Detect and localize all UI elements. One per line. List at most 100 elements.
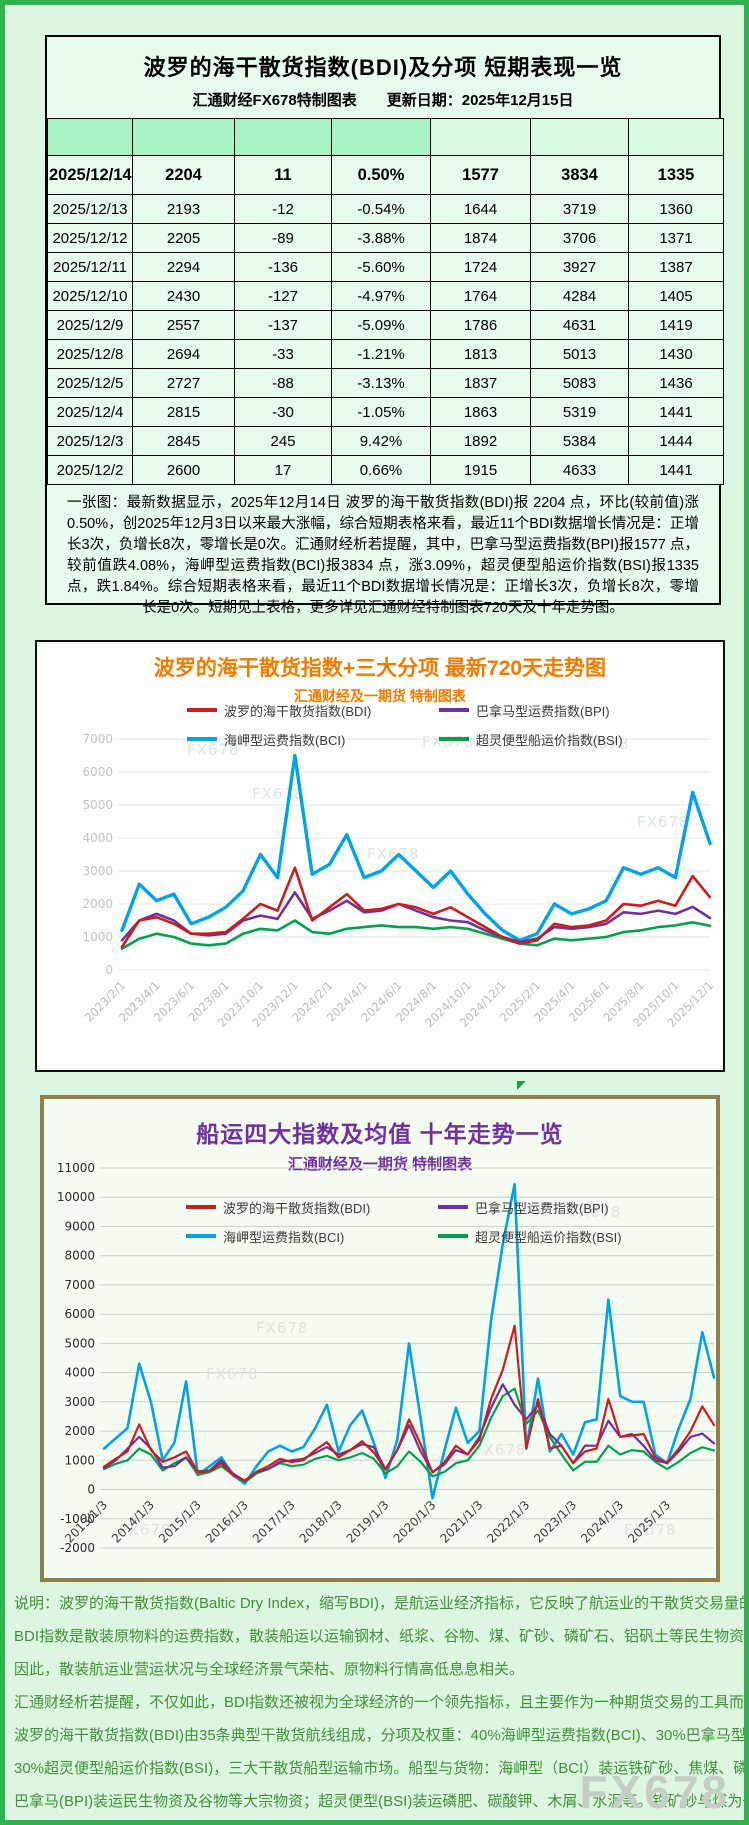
column-header bbox=[132, 118, 235, 156]
svg-text:2019/1/3: 2019/1/3 bbox=[344, 1498, 392, 1546]
svg-text:FX678: FX678 bbox=[577, 735, 630, 753]
cell-bdi: 2815 bbox=[132, 397, 235, 427]
cell-bpi: 1644 bbox=[430, 194, 531, 224]
cell-bpi: 1837 bbox=[430, 368, 531, 398]
footnote-line: 因此，散装航运业营运状况与全球经济景气荣枯、原物料行情高低息息相关。 bbox=[14, 1661, 525, 1678]
summary-text: 一张图：最新数据显示，2025年12月14日 波罗的海干散货指数(BDI)报 2… bbox=[67, 495, 699, 616]
cell-bdi: 2845 bbox=[132, 426, 235, 456]
cell-bpi: 1813 bbox=[430, 339, 531, 369]
cell-bsi: 1436 bbox=[628, 368, 724, 398]
svg-text:4000: 4000 bbox=[82, 831, 113, 845]
svg-text:1000: 1000 bbox=[82, 930, 113, 944]
legend-label: 巴拿马型运费指数(BPI) bbox=[475, 1200, 609, 1216]
cell-bdi-change-pct: -5.60% bbox=[331, 252, 431, 282]
cell-date: 2025/12/9 bbox=[47, 310, 133, 340]
bdi-short-term-panel: 波罗的海干散货指数(BDI)及分项 短期表现一览 汇通财经FX678特制图表 更… bbox=[45, 35, 724, 616]
chart-720d-panel: 波罗的海干散货指数+三大分项 最新720天走势图 汇通财经及一期货 特制图表 0… bbox=[35, 640, 725, 1072]
svg-text:7000: 7000 bbox=[64, 1278, 95, 1292]
table-row: 2025/12/10 2430 -127 -4.97% 1764 4284 14… bbox=[47, 281, 724, 311]
cell-bci: 4633 bbox=[530, 455, 629, 485]
table-row: 2025/12/3 2845 245 9.42% 1892 5384 1444 bbox=[47, 426, 724, 456]
table-row: 2025/12/12 2205 -89 -3.88% 1874 3706 137… bbox=[47, 223, 724, 253]
cell-bsi: 1387 bbox=[628, 252, 724, 282]
svg-text:2024/1/3: 2024/1/3 bbox=[578, 1498, 626, 1546]
legend-item: 波罗的海干散货指数(BDI) bbox=[187, 702, 439, 719]
chart-720d-subtitle: 汇通财经及一期货 特制图表 bbox=[294, 688, 466, 704]
cell-bci: 3706 bbox=[530, 223, 629, 253]
legend-label: 超灵便型船运价指数(BSI) bbox=[476, 732, 623, 748]
column-header bbox=[331, 118, 431, 156]
cell-bpi: 1764 bbox=[430, 281, 531, 311]
footnote-line: 商品，因此走势常与BDI相关。（注：干散货是指不加包装的块状、颗粒状、粉末状的货… bbox=[14, 1818, 744, 1820]
svg-text:FX678: FX678 bbox=[206, 1365, 259, 1383]
cell-bdi-change-points: -127 bbox=[234, 281, 332, 311]
legend-label: 海岬型运费指数(BCI) bbox=[223, 1229, 345, 1245]
cell-bci: 3719 bbox=[530, 194, 629, 224]
chart-720d-legend: 波罗的海干散货指数(BDI) 巴拿马型运费指数(BPI) 海岬型运费指数(BCI) 超… bbox=[187, 702, 691, 748]
cell-bsi: 1419 bbox=[628, 310, 724, 340]
cell-date: 2025/12/11 bbox=[47, 252, 133, 282]
svg-text:0: 0 bbox=[87, 1483, 95, 1497]
chart-10y-title: 船运四大指数及均值 十年走势一览 bbox=[196, 1121, 564, 1147]
table-body: 2025/12/14 2204 11 0.50% 1577 3834 1335 … bbox=[47, 155, 724, 485]
cell-bdi-change-pct: -4.97% bbox=[331, 281, 431, 311]
svg-text:0: 0 bbox=[105, 963, 113, 977]
cell-bdi: 2694 bbox=[132, 339, 235, 369]
chart-720d-plot: 0 1000 2000 3000 4000 5000 6000 7000 FX678 FX678 F… bbox=[82, 732, 716, 1030]
svg-text:FX678: FX678 bbox=[367, 845, 420, 863]
footnote-line: 巴拿马(BPI)装运民生物资及谷物等大宗物资；超灵便型(BSI)装运磷肥、碳酸钾… bbox=[14, 1793, 744, 1810]
legend-label: 波罗的海干散货指数(BDI) bbox=[223, 1200, 371, 1216]
svg-text:5000: 5000 bbox=[82, 798, 113, 812]
svg-text:10000: 10000 bbox=[57, 1190, 95, 1204]
cell-date: 2025/12/10 bbox=[47, 281, 133, 311]
chart-720d-title: 波罗的海干散货指数+三大分项 最新720天走势图 bbox=[153, 657, 607, 680]
cell-bdi-change-points: -33 bbox=[234, 339, 332, 369]
svg-text:2016/1/3: 2016/1/3 bbox=[203, 1498, 251, 1546]
legend-swatch bbox=[438, 1234, 468, 1238]
legend-item: 波罗的海干散货指数(BDI) bbox=[186, 1199, 438, 1216]
svg-text:2000: 2000 bbox=[64, 1424, 95, 1438]
bdi-table: 2025/12/14 2204 11 0.50% 1577 3834 1335 … bbox=[47, 118, 724, 485]
footnote-line: BDI指数是散装原物料的运费指数，散装船运以运输钢材、纸浆、谷物、煤、矿砂、磷矿… bbox=[14, 1628, 745, 1645]
svg-text:FX678: FX678 bbox=[187, 741, 240, 759]
table-row: 2025/12/8 2694 -33 -1.21% 1813 5013 1430 bbox=[47, 339, 724, 369]
cell-date: 2025/12/3 bbox=[47, 426, 133, 456]
cell-bdi: 2294 bbox=[132, 252, 235, 282]
column-header bbox=[47, 118, 133, 156]
table-row: 2025/12/13 2193 -12 -0.54% 1644 3719 136… bbox=[47, 194, 724, 224]
svg-text:4000: 4000 bbox=[64, 1366, 95, 1380]
column-header bbox=[530, 118, 629, 156]
legend-swatch bbox=[186, 1205, 216, 1209]
legend-label: 超灵便型船运价指数(BSI) bbox=[475, 1229, 622, 1245]
legend-item: 海岬型运费指数(BCI) bbox=[186, 1228, 438, 1245]
cell-bdi-change-points: -88 bbox=[234, 368, 332, 398]
cell-bdi-change-pct: 9.42% bbox=[331, 426, 431, 456]
cell-bdi-change-points: -89 bbox=[234, 223, 332, 253]
cell-bci: 5319 bbox=[530, 397, 629, 427]
svg-text:8000: 8000 bbox=[64, 1249, 95, 1263]
cell-bpi: 1863 bbox=[430, 397, 531, 427]
cell-bdi-change-points: 17 bbox=[234, 455, 332, 485]
cell-bpi: 1874 bbox=[430, 223, 531, 253]
cell-date: 2025/12/2 bbox=[47, 455, 133, 485]
legend-swatch bbox=[439, 737, 469, 741]
cell-bpi: 1786 bbox=[430, 310, 531, 340]
legend-item: 巴拿马型运费指数(BPI) bbox=[438, 1199, 690, 1216]
table-header-row bbox=[47, 118, 724, 156]
cell-bdi: 2600 bbox=[132, 455, 235, 485]
cell-date: 2025/12/12 bbox=[47, 223, 133, 253]
svg-text:3000: 3000 bbox=[82, 864, 113, 878]
cell-bsi: 1335 bbox=[628, 155, 724, 195]
legend-swatch bbox=[187, 708, 217, 712]
cell-bdi: 2557 bbox=[132, 310, 235, 340]
svg-text:2021/1/3: 2021/1/3 bbox=[437, 1498, 485, 1546]
footnote-line: 汇通财经析若提醒，不仅如此，BDI指数还被视为全球经济的一个领先指标，且主要作为… bbox=[14, 1694, 749, 1711]
table-row: 2025/12/5 2727 -88 -3.13% 1837 5083 1436 bbox=[47, 368, 724, 398]
legend-label: 波罗的海干散货指数(BDI) bbox=[224, 703, 372, 719]
cell-bdi-change-points: -12 bbox=[234, 194, 332, 224]
legend-swatch bbox=[439, 708, 469, 712]
cell-bsi: 1360 bbox=[628, 194, 724, 224]
cell-bdi-change-pct: -3.13% bbox=[331, 368, 431, 398]
table-row: 2025/12/2 2600 17 0.66% 1915 4633 1441 bbox=[47, 455, 724, 485]
fx678-watermark: FX678 bbox=[579, 1766, 730, 1818]
